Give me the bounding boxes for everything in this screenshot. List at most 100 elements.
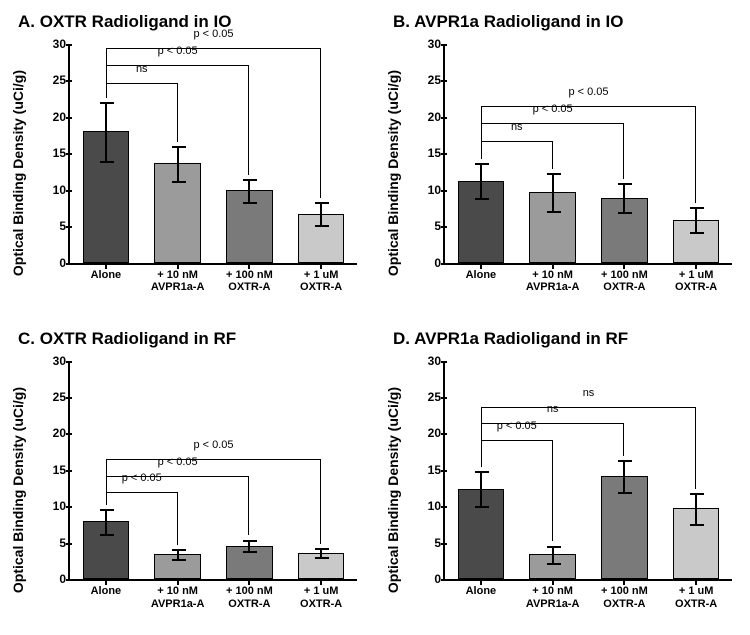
bracket-drop: [552, 142, 553, 168]
significance-bracket: p < 0.05: [106, 476, 250, 477]
bar: [83, 521, 130, 579]
error-bar: [320, 548, 322, 559]
significance-bracket: p < 0.05: [481, 123, 625, 124]
y-tick: 15: [407, 146, 441, 160]
y-tick: 20: [407, 426, 441, 440]
error-cap-icon: [100, 102, 114, 104]
error-cap-icon: [618, 460, 632, 462]
significance-label: ns: [484, 122, 550, 140]
error-cap-icon: [547, 563, 561, 565]
x-tick-label: + 100 nMOXTR-A: [589, 263, 661, 294]
y-tick: 20: [407, 110, 441, 124]
y-tick: 30: [407, 37, 441, 51]
plot: 051015202530Alone+ 10 nMAVPR1a-A+ 100 nM…: [443, 361, 732, 582]
bar: [298, 553, 345, 579]
y-tick: 25: [407, 390, 441, 404]
y-tick: 5: [407, 219, 441, 233]
error-bar: [480, 163, 482, 200]
bar: [601, 476, 648, 579]
panel-C: C. OXTR Radioligand in RFOptical Binding…: [10, 329, 365, 626]
bracket-drop: [320, 460, 321, 544]
bracket-drop: [177, 493, 178, 545]
error-bar: [552, 173, 554, 213]
significance-bracket: ns: [481, 423, 625, 424]
plot: 051015202530Alone+ 10 nMAVPR1a-A+ 100 nM…: [443, 44, 732, 265]
significance-label: p < 0.05: [556, 87, 622, 105]
error-bar: [623, 460, 625, 494]
plot: 051015202530Alone+ 10 nMAVPR1a-A+ 100 nM…: [68, 361, 357, 582]
error-cap-icon: [243, 179, 257, 181]
bar: [673, 508, 720, 579]
plot-wrap: Optical Binding Density (uCi/g)051015202…: [385, 38, 740, 309]
error-cap-icon: [315, 557, 329, 559]
significance-bracket: p < 0.05: [106, 65, 250, 66]
y-tick: 10: [32, 183, 66, 197]
y-tick: 10: [407, 183, 441, 197]
x-tick-label: + 100 nMOXTR-A: [214, 263, 286, 294]
y-tick: 0: [32, 572, 66, 586]
bar: [458, 489, 505, 579]
significance-bracket: p < 0.05: [481, 106, 696, 107]
error-cap-icon: [172, 549, 186, 551]
panel-title: B. AVPR1a Radioligand in IO: [393, 12, 623, 32]
error-bar: [248, 179, 250, 204]
bracket-drop: [552, 441, 553, 542]
bar: [154, 163, 201, 262]
error-cap-icon: [315, 202, 329, 204]
error-cap-icon: [172, 146, 186, 148]
plot-wrap: Optical Binding Density (uCi/g)051015202…: [10, 38, 365, 309]
error-cap-icon: [243, 551, 257, 553]
significance-bracket: ns: [481, 407, 696, 408]
bracket-drop: [248, 477, 249, 535]
axes-area: 051015202530Alone+ 10 nMAVPR1a-A+ 100 nM…: [30, 38, 365, 309]
error-cap-icon: [690, 207, 704, 209]
error-cap-icon: [618, 183, 632, 185]
panel-A: A. OXTR Radioligand in IOOptical Binding…: [10, 12, 365, 309]
y-axis-label: Optical Binding Density (uCi/g): [385, 387, 401, 593]
bar: [458, 181, 505, 263]
error-cap-icon: [690, 232, 704, 234]
axes-area: 051015202530Alone+ 10 nMAVPR1a-A+ 100 nM…: [30, 355, 365, 626]
bracket-drop: [106, 49, 107, 98]
axes-area: 051015202530Alone+ 10 nMAVPR1a-A+ 100 nM…: [405, 38, 740, 309]
y-tick: 30: [32, 354, 66, 368]
plot-wrap: Optical Binding Density (uCi/g) 051015202…: [385, 355, 740, 626]
x-tick-label: + 1 uMOXTR-A: [285, 263, 357, 294]
bar: [601, 198, 648, 263]
bracket-drop: [320, 49, 321, 198]
significance-bracket: ns: [481, 141, 553, 142]
error-cap-icon: [547, 546, 561, 548]
error-cap-icon: [547, 211, 561, 213]
error-cap-icon: [475, 163, 489, 165]
y-tick: 10: [407, 499, 441, 513]
error-bar: [480, 471, 482, 508]
axes-area: 051015202530Alone+ 10 nMAVPR1a-A+ 100 nM…: [405, 355, 740, 626]
significance-label: p < 0.05: [181, 29, 247, 47]
y-tick: 30: [407, 354, 441, 368]
error-cap-icon: [172, 559, 186, 561]
y-tick: 5: [407, 536, 441, 550]
bar: [673, 220, 720, 263]
significance-bracket: p < 0.05: [106, 492, 178, 493]
error-cap-icon: [172, 181, 186, 183]
x-tick-label: + 100 nMOXTR-A: [589, 579, 661, 610]
bar: [154, 554, 201, 579]
error-cap-icon: [475, 471, 489, 473]
error-bar: [248, 540, 250, 554]
error-cap-icon: [690, 524, 704, 526]
significance-label: ns: [109, 64, 175, 82]
bar: [226, 546, 273, 580]
y-axis-label: Optical Binding Density (uCi/g): [10, 70, 26, 276]
error-cap-icon: [100, 534, 114, 536]
y-tick: 10: [32, 499, 66, 513]
bar: [529, 192, 576, 263]
error-bar: [105, 102, 107, 162]
error-bar: [320, 202, 322, 227]
x-tick-label: + 10 nMAVPR1a-A: [142, 263, 214, 294]
y-tick: 30: [32, 37, 66, 51]
bracket-drop: [106, 460, 107, 504]
x-tick-label: Alone: [70, 579, 142, 598]
significance-bracket: p < 0.05: [106, 459, 321, 460]
significance-label: p < 0.05: [181, 440, 247, 458]
x-tick-label: + 100 nMOXTR-A: [214, 579, 286, 610]
